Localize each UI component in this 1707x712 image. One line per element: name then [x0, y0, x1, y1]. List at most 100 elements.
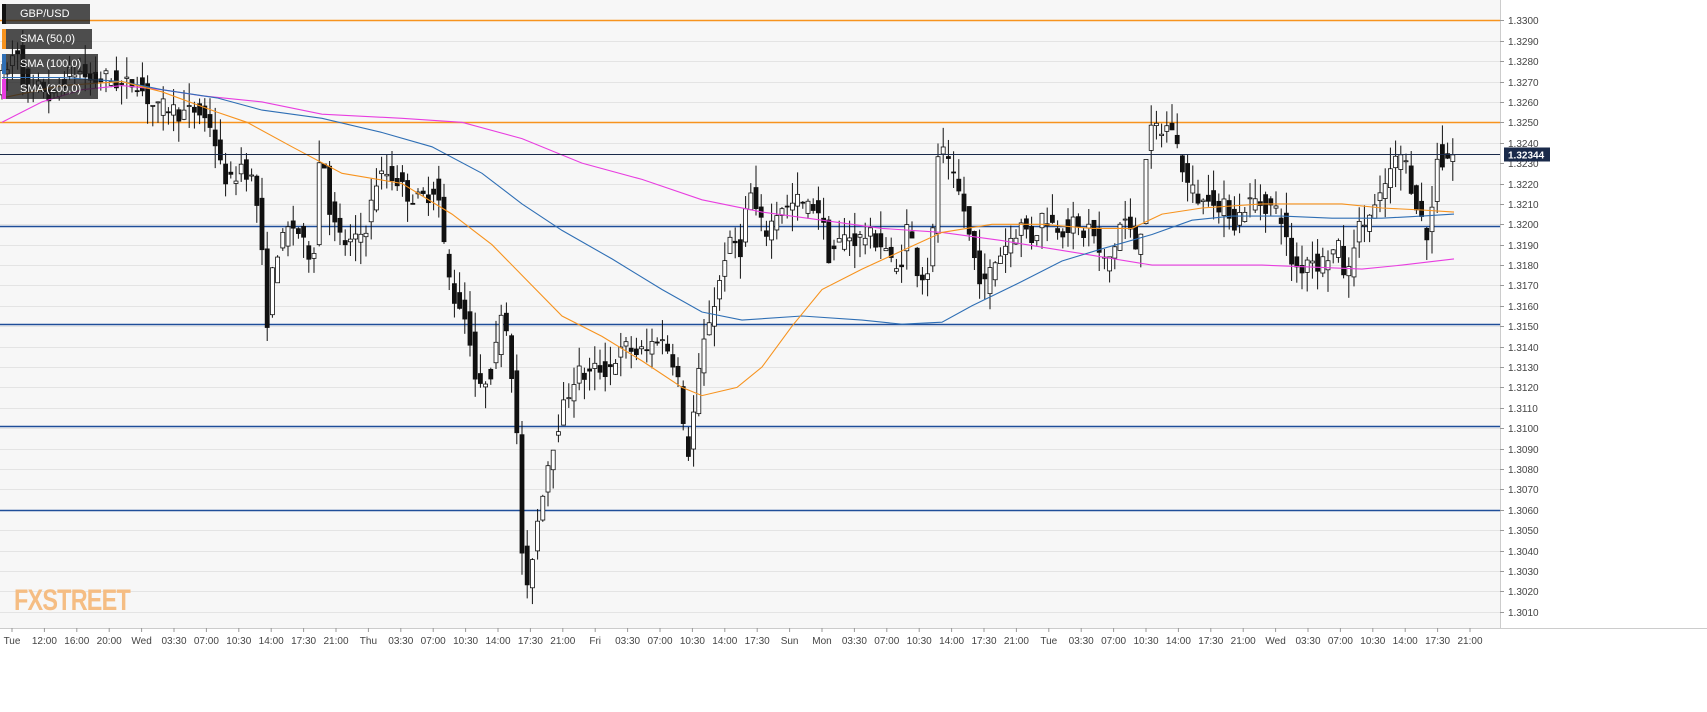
candle-body	[316, 162, 322, 246]
x-tick-label: 14:00	[485, 636, 510, 647]
candle-body	[873, 233, 878, 248]
candle-body	[1018, 222, 1024, 236]
y-tick-label: 1.3060	[1508, 506, 1539, 517]
candle-body	[1351, 247, 1357, 278]
candle-body	[176, 109, 182, 122]
y-tick-label: 1.3300	[1508, 16, 1539, 27]
candle-body	[134, 90, 140, 93]
legend-item-sma100[interactable]: SMA (100,0)	[2, 54, 98, 74]
current-price-badge	[1504, 147, 1550, 162]
y-tick-label: 1.3140	[1508, 343, 1539, 354]
candle-body	[727, 236, 733, 254]
candle-body	[1367, 214, 1372, 232]
candle-body	[836, 238, 842, 243]
x-tick-label: 10:30	[907, 636, 932, 647]
x-tick-label: Mon	[812, 636, 831, 647]
y-tick-label: 1.3220	[1508, 180, 1539, 191]
candle-body	[405, 180, 411, 202]
candle-body	[1414, 185, 1419, 211]
candle-body	[1180, 155, 1185, 173]
candle-body	[1325, 260, 1331, 271]
candle-body	[946, 156, 951, 159]
candle-body	[951, 171, 956, 174]
x-tick-label: 17:30	[1198, 636, 1223, 647]
candle-body	[649, 341, 655, 355]
candle-body	[451, 283, 457, 304]
candle-body	[753, 187, 759, 210]
candle-body	[1174, 134, 1180, 145]
candle-body	[691, 411, 696, 450]
candle-body	[982, 273, 988, 280]
candle-body	[1013, 237, 1019, 245]
candle-body	[826, 219, 832, 264]
candle-body	[228, 171, 234, 175]
candle-body	[306, 245, 312, 260]
candle-body	[1393, 155, 1398, 169]
x-tick-label: Tue	[1040, 636, 1057, 647]
x-tick-label: 14:00	[712, 636, 737, 647]
candle-body	[847, 237, 852, 242]
candle-body	[1382, 183, 1388, 199]
candle-body	[639, 346, 644, 350]
candle-body	[935, 156, 941, 235]
candle-body	[254, 175, 260, 206]
candle-body	[852, 233, 858, 247]
x-tick-label: 10:30	[453, 636, 478, 647]
y-tick-label: 1.3170	[1508, 281, 1539, 292]
legend-item-pair[interactable]: GBP/USD	[2, 4, 90, 24]
candle-body	[477, 373, 483, 384]
candle-body	[1356, 221, 1362, 243]
candle-body	[1107, 256, 1112, 272]
candle-body	[977, 250, 982, 285]
candle-body	[259, 197, 265, 251]
candle-body	[790, 202, 795, 211]
y-tick-label: 1.3250	[1508, 118, 1539, 129]
y-tick-label: 1.3260	[1508, 98, 1539, 109]
candle-body	[1128, 216, 1133, 230]
candle-body	[1050, 214, 1055, 223]
candle-body	[550, 449, 556, 471]
x-tick-label: 21:00	[323, 636, 348, 647]
candle-body	[1060, 231, 1066, 238]
candle-body	[275, 256, 281, 284]
candle-body	[519, 434, 525, 554]
legend-item-sma50[interactable]: SMA (50,0)	[2, 29, 92, 49]
candle-body	[462, 299, 468, 320]
candle-body	[467, 311, 473, 346]
candle-body	[1278, 217, 1284, 224]
x-tick-label: 03:30	[1069, 636, 1094, 647]
candle-body	[181, 109, 187, 120]
candle-body	[868, 227, 873, 237]
candle-body	[1429, 206, 1435, 233]
candle-body	[1304, 259, 1310, 273]
candle-body	[483, 383, 489, 388]
candle-body	[503, 312, 509, 332]
candle-body	[420, 190, 426, 194]
candle-body	[410, 202, 416, 205]
candle-body	[582, 372, 587, 380]
candle-body	[311, 253, 317, 259]
candle-body	[930, 227, 936, 267]
candle-body	[1346, 266, 1352, 277]
candle-body	[571, 384, 577, 402]
candle-body	[712, 306, 717, 327]
x-tick-label: 17:30	[518, 636, 543, 647]
candle-body	[498, 314, 504, 356]
x-tick-label: 14:00	[939, 636, 964, 647]
candle-body	[191, 106, 197, 113]
candle-body	[285, 226, 291, 247]
legend-item-sma200[interactable]: SMA (200,0)	[2, 79, 98, 99]
candle-body	[1117, 223, 1123, 251]
candle-body	[363, 232, 369, 238]
candle-body	[472, 331, 478, 380]
candle-body	[103, 70, 109, 75]
candle-body	[1133, 225, 1138, 250]
candle-body	[862, 237, 868, 246]
x-tick-label: 21:00	[1231, 636, 1256, 647]
y-tick-label: 1.3160	[1508, 302, 1539, 313]
candle-body	[940, 146, 946, 155]
candle-body	[920, 274, 925, 281]
candle-body	[202, 105, 208, 119]
candle-body	[956, 178, 962, 192]
